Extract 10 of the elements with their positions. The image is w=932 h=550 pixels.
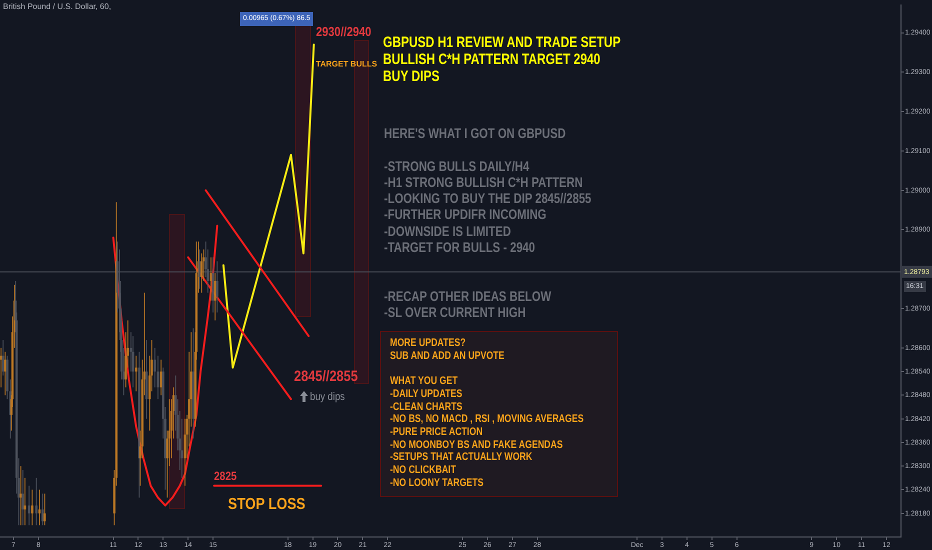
annotation: STOP LOSS xyxy=(228,496,306,514)
annotation: TARGET BULLS xyxy=(316,59,378,68)
annotation: buy dips xyxy=(310,391,345,403)
annotation: 2930//2940 xyxy=(316,24,372,39)
annotation: 2825 xyxy=(214,469,237,483)
chart-subtitle: British Pound / U.S. Dollar, 60, xyxy=(3,2,112,11)
text: MORE UPDATES? SUB AND ADD AN UPVOTE WHAT YOU GET -DAILY UPDATES -CLEAN CHARTS -NO BS, NO MACD , RSI , MOVING AVERAGES -PURE PRICE ACTION -NO MOONBOY BS AND FAKE AGENDAS -SETUPS THAT ACTUALLY WORK -NO CLICKBAIT -NO LOONY TARGETS xyxy=(390,337,584,489)
annotation: 2845//2855 xyxy=(294,368,358,385)
text: GBPUSD H1 REVIEW AND TRADE SETUP BULLISH C*H PATTERN TARGET 2940 BUY DIPS xyxy=(383,34,621,85)
text: HERE'S WHAT I GOT ON GBPUSD -STRONG BULLS DAILY/H4 -H1 STRONG BULLISH C*H PATTERN -LOOKING TO BUY THE DIP 2845//2855 -FURTHER UPDIFR INCOMING -DOWNSIDE IS LIMITED -TARGET FOR BULLS - 2940 -RECAP OTHER IDEAS BELOW -SL OVER CURRENT HIGH xyxy=(384,125,592,320)
